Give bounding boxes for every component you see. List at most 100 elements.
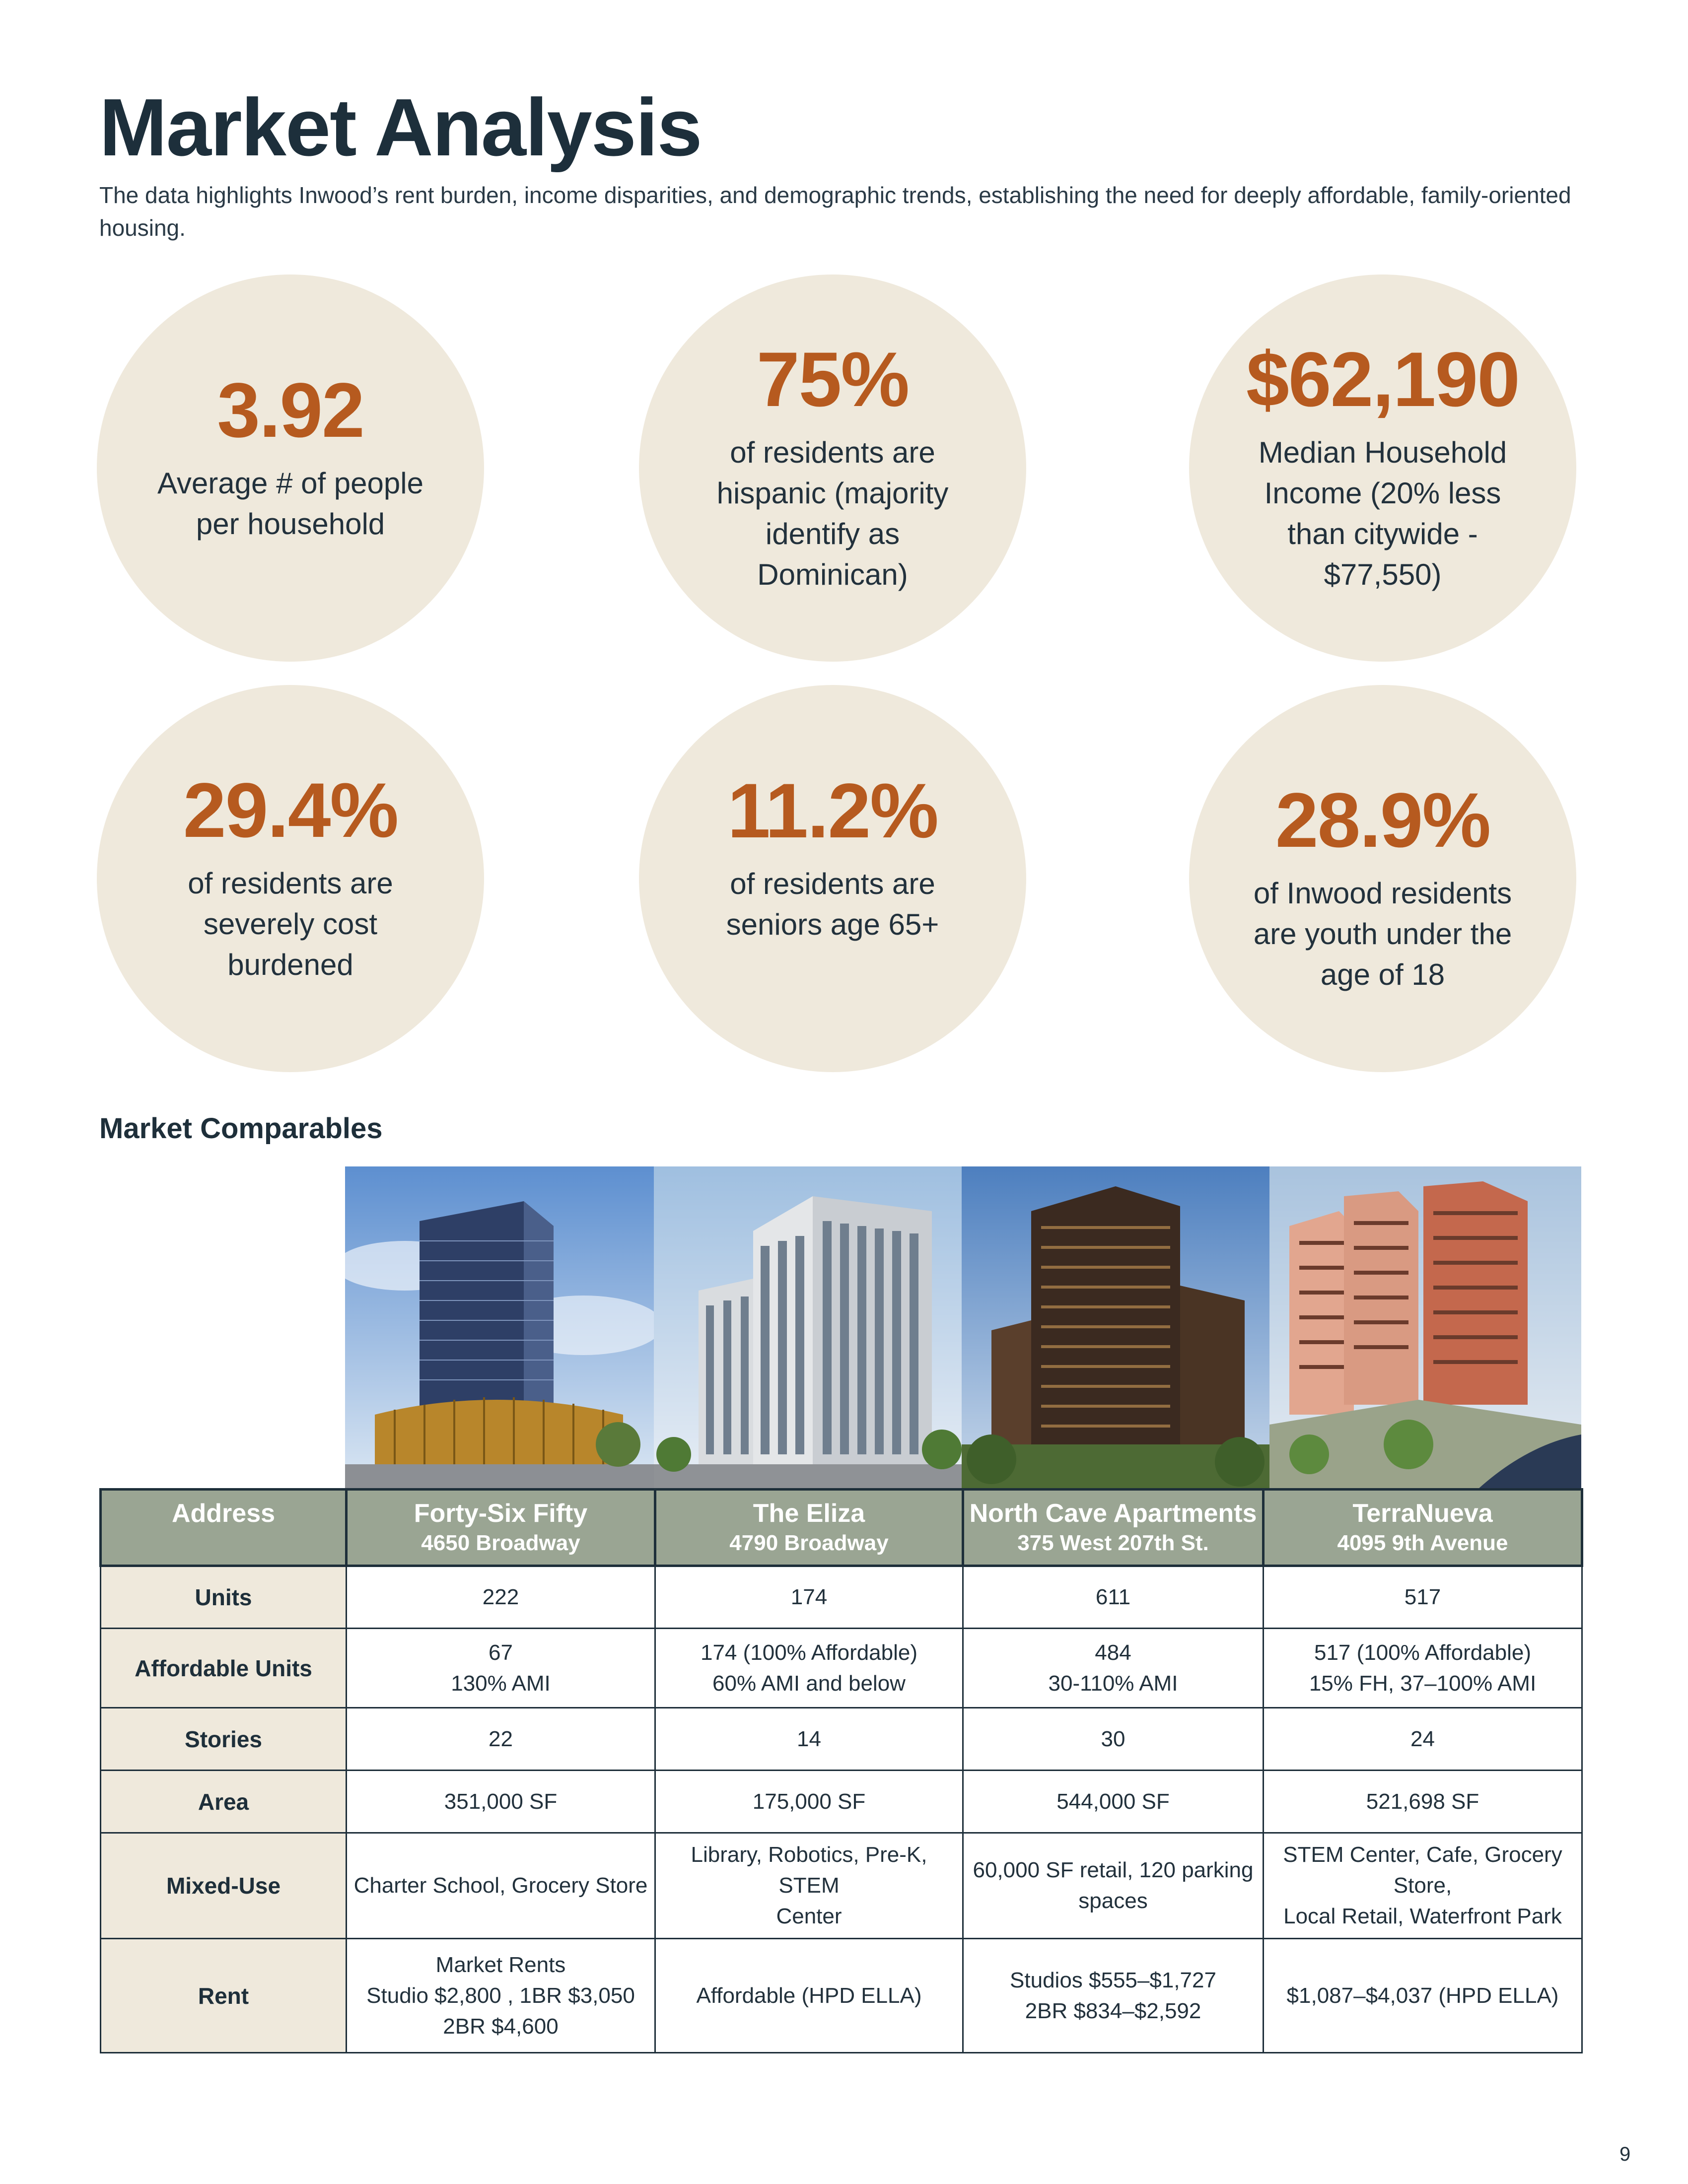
cell-line: 67 <box>489 1640 513 1665</box>
photo-forty-six-fifty <box>345 1166 654 1489</box>
property-name: Forty-Six Fifty <box>414 1499 588 1528</box>
property-address: 375 West 207th St. <box>1017 1530 1209 1555</box>
cell-line: 517 <box>1404 1585 1441 1609</box>
stat-circle-seniors: 11.2% of residents are seniors age 65+ <box>639 685 1026 1072</box>
cell-line: 14 <box>797 1726 821 1751</box>
stat-label: Median Household Income (20% less than c… <box>1258 436 1507 591</box>
stat-circle-cost-burdened: 29.4% of residents are severely cost bur… <box>97 685 484 1072</box>
cell-line: 222 <box>482 1585 519 1609</box>
row-label: Mixed-Use <box>100 1832 347 1939</box>
market-comparables-title: Market Comparables <box>99 1112 383 1145</box>
cell-line: Center <box>776 1904 842 1928</box>
header-property: The Eliza 4790 Broadway <box>654 1488 964 1567</box>
row-label: Stories <box>100 1707 347 1771</box>
stat-value: 3.92 <box>217 367 365 454</box>
property-name: The Eliza <box>753 1499 865 1528</box>
market-comparables-table: Address Forty-Six Fifty 4650 Broadway The… <box>99 1488 1583 2053</box>
stat-label: of residents are seniors age 65+ <box>726 867 939 941</box>
property-name: TerraNueva <box>1352 1499 1493 1528</box>
cell-line: Charter School, Grocery Store <box>353 1873 648 1898</box>
stat-circle-hispanic: 75% of residents are hispanic (majority … <box>639 274 1026 662</box>
table-row: Rent Market Rents Studio $2,800 , 1BR $3,0… <box>100 1938 1583 2053</box>
table-cell: Charter School, Grocery Store <box>346 1832 656 1939</box>
page-number: 9 <box>1619 2143 1631 2165</box>
row-label: Units <box>100 1565 347 1629</box>
cell-line: 2BR $4,600 <box>443 2014 559 2039</box>
cell-line: 484 <box>1095 1640 1131 1665</box>
cell-line: spaces <box>1078 1889 1148 1913</box>
page-title: Market Analysis <box>99 82 703 173</box>
table-cell: 517 (100% Affordable) 15% FH, 37–100% AMI <box>1263 1628 1583 1708</box>
cell-line: Studio $2,800 , 1BR $3,050 <box>366 1983 635 2008</box>
stat-label: of residents are hispanic (majority iden… <box>716 436 949 591</box>
cell-line: 174 <box>790 1585 828 1609</box>
cell-line: 351,000 SF <box>444 1789 558 1814</box>
cell-line: 22 <box>489 1726 513 1751</box>
cell-line: 130% AMI <box>451 1671 551 1696</box>
table-cell: 175,000 SF <box>654 1770 964 1834</box>
cell-line: Local Retail, Waterfront Park <box>1283 1904 1562 1928</box>
table-cell: 30 <box>962 1707 1264 1771</box>
photo-the-eliza <box>654 1166 962 1489</box>
cell-line: 60,000 SF retail, 120 parking <box>973 1858 1254 1882</box>
row-label: Rent <box>100 1938 347 2053</box>
photo-north-cave-apartments <box>962 1166 1269 1489</box>
cell-line: $1,087–$4,037 (HPD ELLA) <box>1286 1983 1559 2008</box>
table-row: Affordable Units 67 130% AMI 174 (100% Affo… <box>100 1628 1583 1708</box>
table-cell: 517 <box>1263 1565 1583 1629</box>
table-row: Units 222 174 611 517 <box>100 1565 1583 1629</box>
property-address: 4650 Broadway <box>421 1530 580 1555</box>
table-cell: 14 <box>654 1707 964 1771</box>
table-cell: 611 <box>962 1565 1264 1629</box>
header-address: Address <box>99 1488 348 1567</box>
cell-line: 2BR $834–$2,592 <box>1025 1998 1201 2023</box>
table-cell: 174 <box>654 1565 964 1629</box>
table-cell: Market Rents Studio $2,800 , 1BR $3,050 2B… <box>346 1938 656 2053</box>
header-property: North Cave Apartments 375 West 207th St. <box>962 1488 1265 1567</box>
row-label: Affordable Units <box>100 1628 347 1708</box>
property-name: North Cave Apartments <box>969 1499 1257 1528</box>
stat-value: 28.9% <box>1275 777 1491 864</box>
cell-line: Market Rents <box>435 1952 566 1977</box>
table-cell: 544,000 SF <box>962 1770 1264 1834</box>
cell-line: 174 (100% Affordable) <box>700 1640 918 1665</box>
cell-line: 521,698 SF <box>1366 1789 1479 1814</box>
stat-label: Average # of people per household <box>157 467 423 541</box>
table-cell: 24 <box>1263 1707 1583 1771</box>
table-cell: 174 (100% Affordable) 60% AMI and below <box>654 1628 964 1708</box>
stat-value: 75% <box>756 337 910 423</box>
stat-label: of Inwood residents are youth under the … <box>1253 877 1512 991</box>
stat-value: 11.2% <box>727 768 939 854</box>
property-address: 4095 9th Avenue <box>1337 1530 1508 1555</box>
cell-line: STEM Center, Cafe, Grocery Store, <box>1283 1843 1562 1898</box>
table-cell: 67 130% AMI <box>346 1628 656 1708</box>
stat-value: $62,190 <box>1246 337 1520 423</box>
stat-circle-household-size: 3.92 Average # of people per household <box>97 274 484 662</box>
stat-circle-youth: 28.9% of Inwood residents are youth unde… <box>1189 685 1576 1072</box>
table-cell: 484 30-110% AMI <box>962 1628 1264 1708</box>
table-row: Stories 22 14 30 24 <box>100 1707 1583 1771</box>
row-label: Area <box>100 1770 347 1834</box>
table-cell: Affordable (HPD ELLA) <box>654 1938 964 2053</box>
table-row: Area 351,000 SF 175,000 SF 544,000 SF 521,69… <box>100 1770 1583 1834</box>
cell-line: Studios $555–$1,727 <box>1010 1968 1216 1992</box>
table-cell: 22 <box>346 1707 656 1771</box>
cell-line: 15% FH, 37–100% AMI <box>1309 1671 1537 1696</box>
table-row: Mixed-Use Charter School, Grocery Store Li… <box>100 1832 1583 1939</box>
cell-line: 24 <box>1410 1726 1435 1751</box>
table-cell: 60,000 SF retail, 120 parking spaces <box>962 1832 1264 1939</box>
property-address: 4790 Broadway <box>729 1530 889 1555</box>
stat-label: of residents are severely cost burdened <box>188 867 393 981</box>
stat-circle-median-income: $62,190 Median Household Income (20% les… <box>1189 274 1576 662</box>
table-header-row: Address Forty-Six Fifty 4650 Broadway The… <box>99 1488 1583 1567</box>
stat-value: 29.4% <box>183 767 399 854</box>
cell-line: 60% AMI and below <box>712 1671 906 1696</box>
cell-line: 611 <box>1095 1585 1131 1609</box>
cell-line: 544,000 SF <box>1056 1789 1170 1814</box>
building-photos <box>345 1166 1581 1489</box>
cell-line: 30 <box>1101 1726 1125 1751</box>
table-cell: Library, Robotics, Pre-K, STEM Center <box>654 1832 964 1939</box>
table-cell: Studios $555–$1,727 2BR $834–$2,592 <box>962 1938 1264 2053</box>
header-property: Forty-Six Fifty 4650 Broadway <box>345 1488 656 1567</box>
table-cell: 521,698 SF <box>1263 1770 1583 1834</box>
